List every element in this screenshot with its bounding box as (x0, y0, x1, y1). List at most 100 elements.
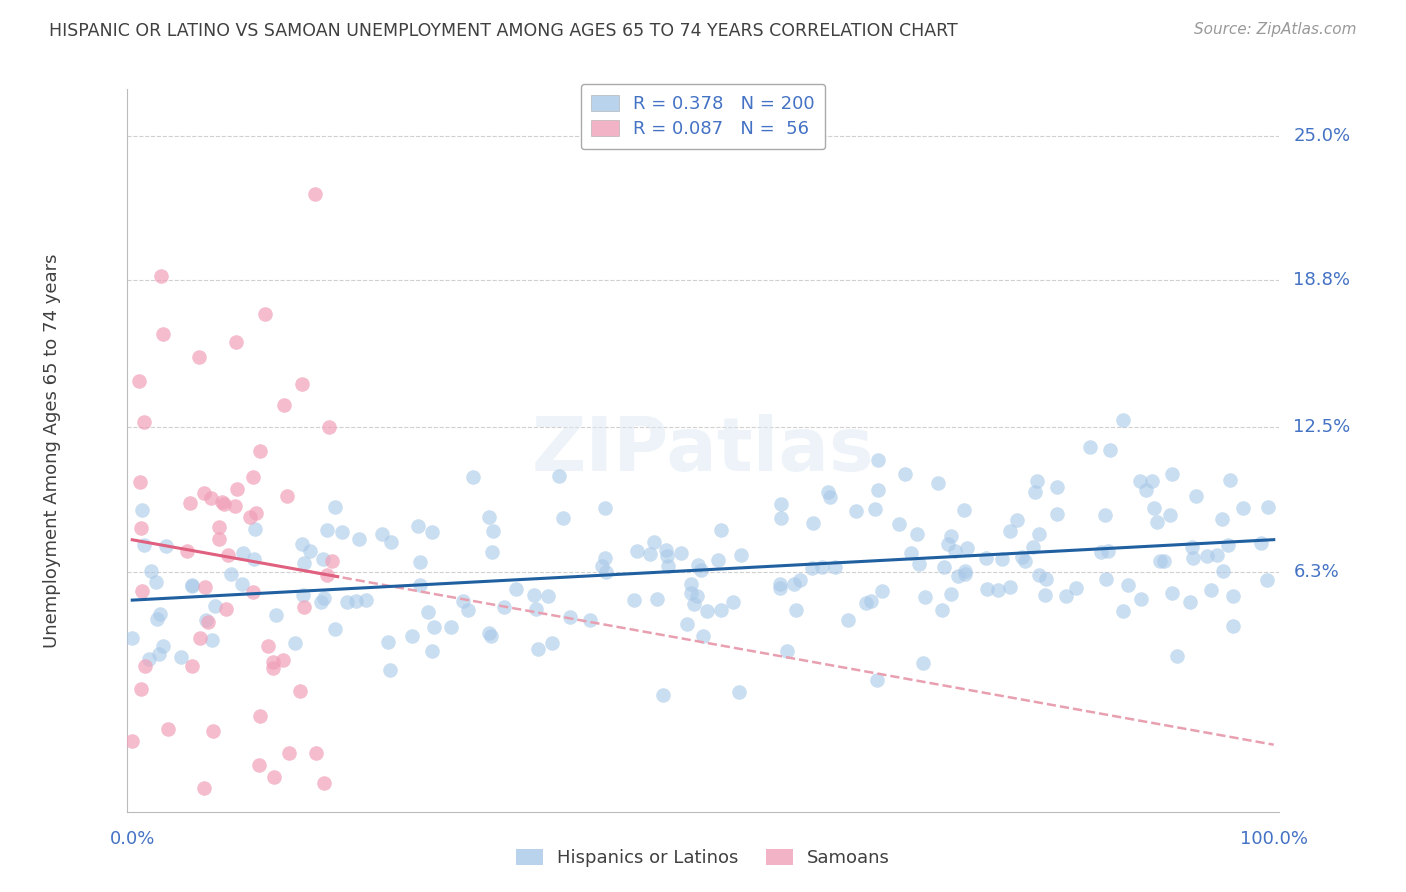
Point (651, 688, 673, 702)
Point (416, 605, 439, 619)
Point (524, 602, 547, 616)
Point (692, 629, 714, 643)
Point (1097, 543, 1119, 558)
Point (578, 613, 600, 627)
Point (377, 635, 399, 649)
Point (292, 556, 315, 570)
Point (1011, 549, 1033, 564)
Point (905, 527, 928, 541)
Point (1184, 489, 1206, 503)
Point (309, 595, 332, 609)
Point (1222, 618, 1244, 632)
Point (152, 640, 174, 654)
Point (783, 577, 806, 591)
Point (1078, 440, 1101, 454)
Point (863, 502, 886, 516)
Point (305, 747, 328, 761)
Point (690, 563, 713, 577)
Point (866, 673, 889, 687)
Point (219, 567, 242, 582)
Point (1028, 567, 1050, 582)
Point (943, 544, 966, 558)
Point (284, 636, 307, 650)
Point (669, 546, 692, 560)
Point (953, 564, 976, 578)
Point (482, 524, 505, 539)
Point (728, 685, 751, 699)
Point (657, 559, 679, 574)
Point (401, 629, 423, 643)
Point (1022, 540, 1045, 554)
Point (1159, 508, 1181, 522)
Point (681, 576, 703, 591)
Legend: R = 0.378   N = 200, R = 0.087   N =  56: R = 0.378 N = 200, R = 0.087 N = 56 (581, 84, 825, 149)
Point (1033, 588, 1056, 602)
Point (273, 398, 295, 412)
Point (789, 573, 811, 587)
Point (321, 554, 343, 568)
Point (730, 549, 752, 563)
Point (145, 574, 167, 589)
Point (931, 603, 953, 617)
Point (232, 546, 254, 560)
Point (245, 507, 267, 521)
Point (1014, 554, 1036, 568)
Point (1212, 564, 1234, 578)
Point (927, 476, 949, 491)
Text: Source: ZipAtlas.com: Source: ZipAtlas.com (1194, 22, 1357, 37)
Point (640, 547, 662, 561)
Point (955, 567, 977, 582)
Point (457, 603, 479, 617)
Point (1116, 578, 1139, 592)
Point (453, 593, 475, 607)
Point (138, 652, 160, 666)
Point (217, 548, 239, 562)
Point (225, 334, 247, 349)
Text: 25.0%: 25.0% (1294, 127, 1350, 145)
Point (1195, 549, 1218, 563)
Point (721, 594, 744, 608)
Point (540, 635, 562, 649)
Point (312, 552, 335, 566)
Point (318, 420, 340, 434)
Point (409, 578, 432, 592)
Point (801, 561, 824, 575)
Point (860, 594, 883, 608)
Point (249, 444, 271, 458)
Point (179, 496, 201, 510)
Point (1064, 582, 1087, 596)
Point (1135, 483, 1157, 498)
Point (1129, 592, 1152, 607)
Point (941, 587, 963, 601)
Point (855, 596, 877, 610)
Point (478, 510, 501, 524)
Point (1211, 512, 1233, 526)
Point (1035, 572, 1057, 586)
Point (710, 603, 733, 617)
Point (1099, 442, 1122, 457)
Point (1178, 595, 1201, 609)
Point (254, 307, 277, 321)
Point (914, 590, 936, 604)
Point (193, 781, 215, 796)
Point (304, 187, 326, 202)
Point (776, 643, 799, 657)
Point (291, 588, 314, 602)
Point (347, 532, 370, 546)
Text: Unemployment Among Ages 65 to 74 years: Unemployment Among Ages 65 to 74 years (42, 253, 60, 648)
Point (939, 529, 962, 543)
Point (887, 517, 910, 532)
Point (128, 475, 150, 489)
Point (323, 500, 346, 515)
Point (188, 631, 211, 645)
Point (238, 510, 260, 524)
Point (593, 500, 616, 515)
Point (129, 521, 152, 535)
Point (1094, 508, 1116, 522)
Point (645, 591, 668, 606)
Point (655, 549, 678, 564)
Point (224, 499, 246, 513)
Point (682, 597, 704, 611)
Point (894, 467, 917, 481)
Point (998, 580, 1021, 594)
